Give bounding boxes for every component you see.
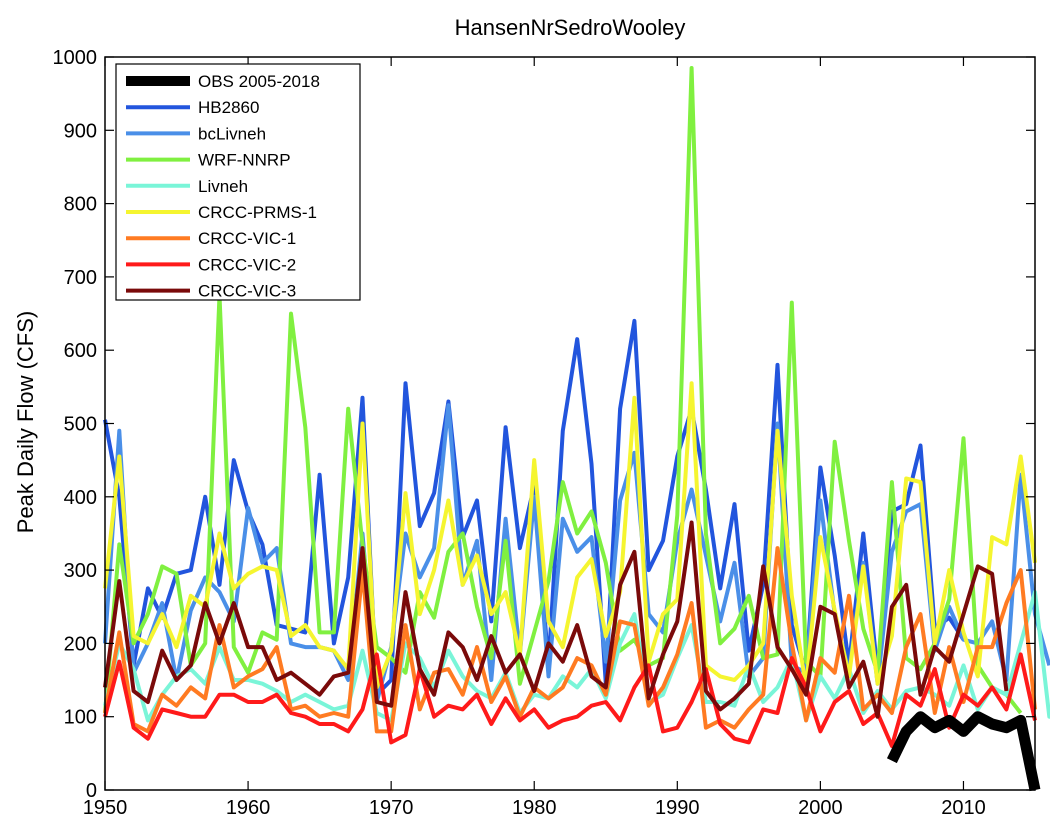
series-line-6 xyxy=(103,652,1037,748)
x-tick-label: 1980 xyxy=(512,797,557,819)
x-tick-label: 1950 xyxy=(83,797,128,819)
series-line-1 xyxy=(103,403,1050,704)
y-tick-label: 1000 xyxy=(53,47,98,69)
legend: OBS 2005-2018 HB2860 bcLivneh WRF-NNRP Livne… xyxy=(115,63,361,301)
y-tick-label: 500 xyxy=(64,414,97,436)
x-tick-label: 2000 xyxy=(798,797,843,819)
legend-label: CRCC-VIC-3 xyxy=(198,282,296,301)
series-layer xyxy=(103,66,1050,792)
series-line-8 xyxy=(886,711,1041,792)
y-tick-label: 300 xyxy=(64,560,97,582)
legend-label: bcLivneh xyxy=(198,124,266,143)
y-tick-label: 700 xyxy=(64,267,97,289)
y-tick-label: 0 xyxy=(86,780,97,802)
x-tick-label: 1990 xyxy=(655,797,700,819)
x-tick-label: 1960 xyxy=(226,797,271,819)
chart-title: HansenNrSedroWooley xyxy=(455,15,686,40)
y-tick-label: 100 xyxy=(64,707,97,729)
x-tick-label: 1970 xyxy=(369,797,414,819)
y-tick-label: 600 xyxy=(64,340,97,362)
legend-label: CRCC-VIC-2 xyxy=(198,255,296,274)
series-line-4 xyxy=(103,381,1037,690)
y-tick-label: 200 xyxy=(64,633,97,655)
y-tick-label: 400 xyxy=(64,487,97,509)
y-axis-label: Peak Daily Flow (CFS) xyxy=(13,311,38,533)
legend-label: CRCC-VIC-1 xyxy=(198,229,296,248)
axes-layer: 1950 1960 1970 1980 1990 2000 2010 0 100 200 300 40… xyxy=(53,47,1035,819)
x-tick-label: 2010 xyxy=(941,797,986,819)
legend-label: WRF-NNRP xyxy=(198,151,291,170)
series-line-7 xyxy=(103,520,1009,719)
legend-label: OBS 2005-2018 xyxy=(198,72,320,91)
y-tick-label: 800 xyxy=(64,194,97,216)
legend-box xyxy=(115,63,361,301)
legend-label: Livneh xyxy=(198,177,248,196)
legend-label: HB2860 xyxy=(198,98,259,117)
legend-label: CRCC-PRMS-1 xyxy=(198,203,317,222)
y-tick-label: 900 xyxy=(64,120,97,142)
